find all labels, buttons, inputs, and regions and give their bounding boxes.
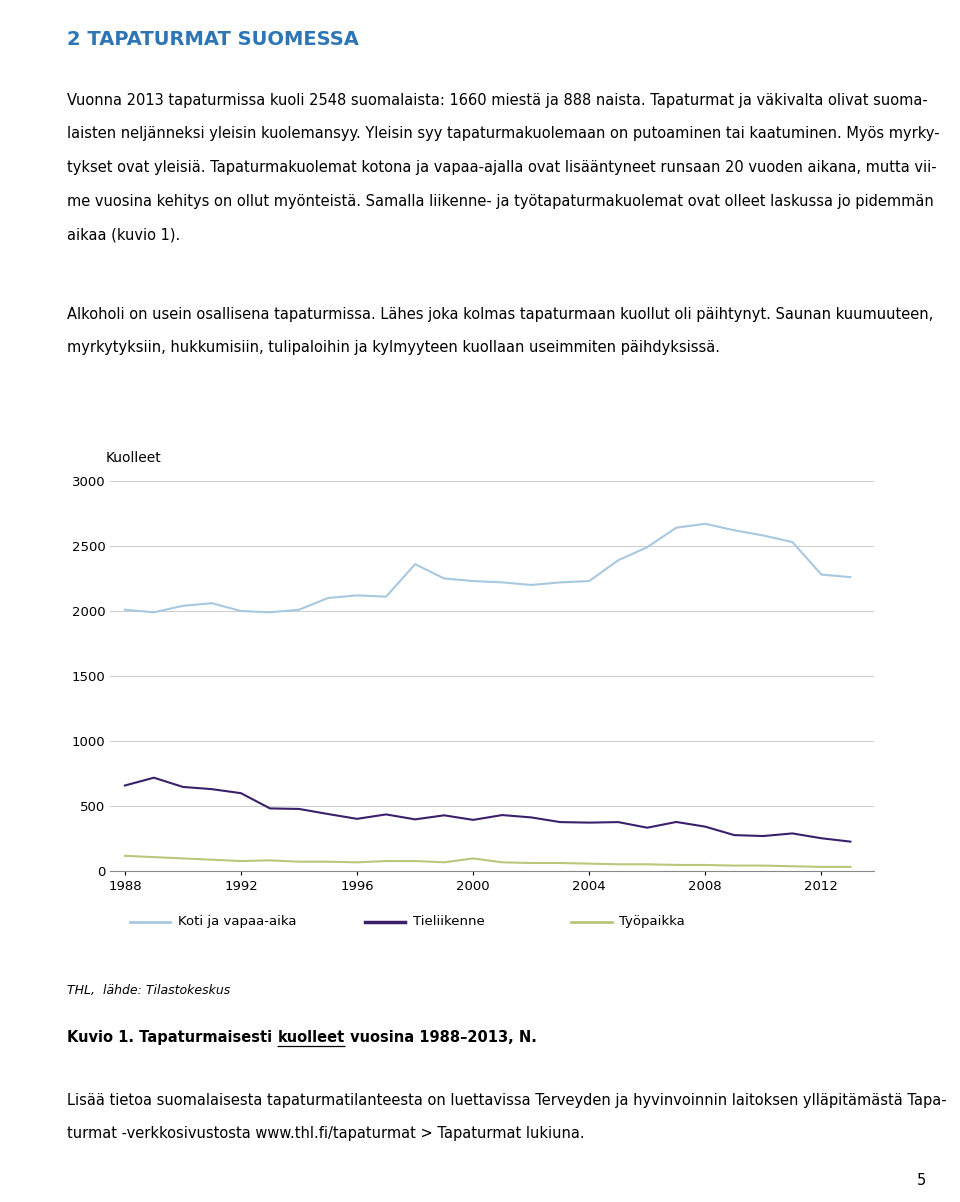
Text: Lisää tietoa suomalaisesta tapaturmatilanteesta on luettavissa Terveyden ja hyvi: Lisää tietoa suomalaisesta tapaturmatila… [67, 1093, 947, 1107]
Text: Työpaikka: Työpaikka [619, 916, 684, 928]
Text: Koti ja vapaa-aika: Koti ja vapaa-aika [178, 916, 296, 928]
Text: 2 TAPATURMAT SUOMESSA: 2 TAPATURMAT SUOMESSA [67, 30, 359, 49]
Text: Tieliikenne: Tieliikenne [413, 916, 485, 928]
Text: turmat -verkkosivustosta www.thl.fi/tapaturmat > Tapaturmat lukiuna.: turmat -verkkosivustosta www.thl.fi/tapa… [67, 1126, 585, 1141]
Text: myrkytyksiin, hukkumisiin, tulipaloihin ja kylmyyteen kuollaan useimmiten päihdy: myrkytyksiin, hukkumisiin, tulipaloihin … [67, 340, 720, 355]
Text: vuosina 1988–2013, N.: vuosina 1988–2013, N. [345, 1030, 537, 1045]
Text: kuolleet: kuolleet [277, 1030, 345, 1045]
Text: tykset ovat yleisiä. Tapaturmakuolemat kotona ja vapaa-ajalla ovat lisääntyneet : tykset ovat yleisiä. Tapaturmakuolemat k… [67, 160, 937, 174]
Text: 5: 5 [917, 1173, 926, 1188]
Text: aikaa (kuvio 1).: aikaa (kuvio 1). [67, 227, 180, 242]
Text: THL,  lähde: Tilastokeskus: THL, lähde: Tilastokeskus [67, 984, 230, 998]
Text: Kuvio 1. Tapaturmaisesti: Kuvio 1. Tapaturmaisesti [67, 1030, 277, 1045]
Text: Vuonna 2013 tapaturmissa kuoli 2548 suomalaista: 1660 miestä ja 888 naista. Tapa: Vuonna 2013 tapaturmissa kuoli 2548 suom… [67, 93, 928, 107]
Text: laisten neljänneksi yleisin kuolemansyy. Yleisin syy tapaturmakuolemaan on putoa: laisten neljänneksi yleisin kuolemansyy.… [67, 126, 940, 141]
Text: Alkoholi on usein osallisena tapaturmissa. Lähes joka kolmas tapaturmaan kuollut: Alkoholi on usein osallisena tapaturmiss… [67, 307, 933, 321]
Text: Kuolleet: Kuolleet [106, 451, 161, 465]
Text: me vuosina kehitys on ollut myönteistä. Samalla liikenne- ja työtapaturmakuolema: me vuosina kehitys on ollut myönteistä. … [67, 194, 934, 208]
